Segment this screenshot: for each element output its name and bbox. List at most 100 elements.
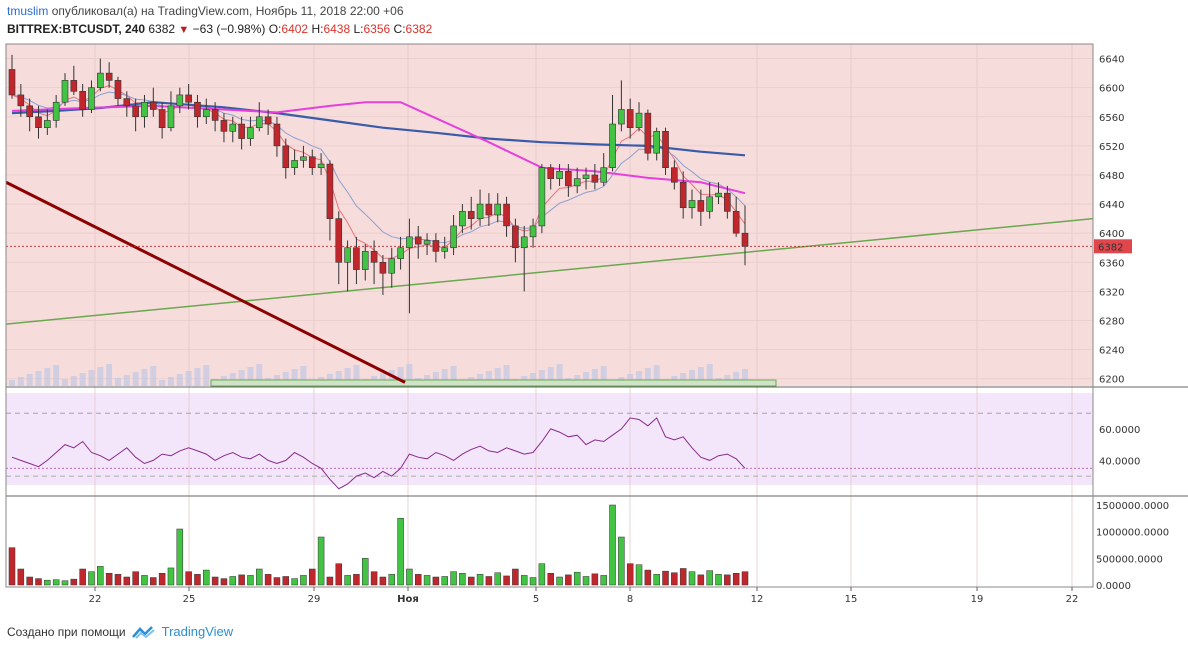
- overlay-volume-bar: [167, 377, 174, 386]
- x-tick-label: Ноя: [397, 594, 419, 605]
- candle-body: [264, 116, 272, 125]
- candle-body: [176, 94, 184, 107]
- candle-body: [671, 167, 678, 183]
- footer: Создано при помощи TradingView: [7, 624, 233, 639]
- close-label: C:: [393, 22, 406, 36]
- volume-bar: [353, 574, 360, 586]
- candle-body: [8, 69, 16, 96]
- volume-bar: [406, 568, 413, 586]
- volume-bar: [706, 570, 713, 586]
- overlay-volume-bar: [733, 372, 740, 386]
- candle-body: [353, 247, 360, 270]
- open-value: 6402: [281, 22, 309, 36]
- volume-bar: [300, 575, 307, 586]
- candle-body: [238, 123, 245, 139]
- volume-bar: [520, 575, 528, 586]
- chart-canvas[interactable]: 6640 6600 6560 6520 6480 6440 6400 6360 6320 6280…: [0, 40, 1188, 620]
- volume-bar: [26, 576, 33, 586]
- candle-body: [379, 261, 387, 274]
- volume-bar: [547, 573, 554, 586]
- overlay-volume-bar: [547, 367, 554, 386]
- publish-line: tmuslim опубликовал(а) на TradingView.co…: [7, 4, 404, 18]
- volume-bar: [573, 571, 581, 586]
- overlay-volume-bar: [203, 365, 210, 386]
- volume-bar: [211, 576, 219, 586]
- candle-body: [618, 109, 625, 125]
- volume-bar: [362, 558, 369, 586]
- candle-body: [609, 123, 616, 169]
- candle-body: [388, 258, 396, 274]
- overlay-volume-bar: [9, 380, 15, 386]
- candle-body: [485, 203, 493, 216]
- candle-body: [44, 120, 51, 128]
- candle-body: [476, 203, 484, 219]
- overlay-volume-bar: [70, 376, 77, 386]
- low-value: 6356: [363, 22, 391, 36]
- username-link[interactable]: tmuslim: [7, 4, 49, 18]
- candle-body: [370, 251, 378, 263]
- overlay-volume-bar: [185, 371, 192, 386]
- candle-body: [565, 171, 572, 187]
- volume-tick-label: 1000000.0000: [1096, 528, 1169, 539]
- tradingview-brand-link[interactable]: TradingView: [161, 624, 234, 639]
- price-tick-label: 6560: [1099, 113, 1124, 124]
- high-value: 6438: [323, 22, 351, 36]
- overlay-volume-bar: [432, 372, 439, 386]
- overlay-volume-bar: [742, 369, 748, 386]
- candle-body: [79, 90, 86, 110]
- volume-bar: [715, 574, 722, 586]
- overlay-volume-bar: [132, 372, 139, 386]
- volume-bar: [414, 574, 422, 586]
- volume-bar: [247, 575, 254, 586]
- high-label: H:: [311, 22, 324, 36]
- candle-body: [17, 94, 25, 107]
- volume-bar: [220, 578, 228, 586]
- candle-body: [35, 116, 42, 128]
- candle-body: [406, 236, 413, 249]
- volume-bar: [256, 568, 263, 586]
- overlay-volume-bar: [406, 364, 413, 386]
- volume-bar: [626, 563, 634, 586]
- last-price: 6382: [148, 22, 176, 36]
- candle-body: [715, 192, 722, 198]
- candle-body: [220, 120, 228, 132]
- volume-bar: [724, 574, 731, 586]
- candle-body: [132, 105, 139, 118]
- trendline-descending: [5, 180, 406, 384]
- overlay-volume-bar: [653, 365, 660, 386]
- candle-body: [70, 80, 78, 92]
- volume-bar: [741, 571, 749, 586]
- trendline-support: [5, 217, 1094, 325]
- overlay-volume-bar: [485, 371, 492, 386]
- symbol-label: BITTREX:BTCUSDT, 240: [7, 22, 146, 36]
- overlay-volume-bar: [159, 380, 166, 386]
- candle-body: [282, 145, 290, 169]
- overlay-volume-bar: [150, 366, 157, 386]
- overlay-volume-bar: [689, 370, 696, 386]
- volume-bar: [732, 573, 740, 586]
- overlay-volume-bar: [282, 372, 289, 386]
- low-label: L:: [353, 22, 364, 36]
- candle-body: [229, 123, 237, 132]
- volume-bar: [688, 571, 696, 586]
- ohlc-line: BITTREX:BTCUSDT, 240 6382 ▼ −63 (−0.98%)…: [7, 22, 432, 36]
- overlay-volume-bar: [114, 378, 121, 386]
- volume-bar: [203, 569, 210, 586]
- volume-tick-label: 0.0000: [1096, 581, 1131, 592]
- volume-bar: [88, 571, 95, 586]
- volume-bar: [485, 576, 493, 586]
- volume-bar: [35, 578, 42, 586]
- rsi-tick-label: 40.0000: [1099, 456, 1140, 467]
- price-tick-label: 6640: [1099, 55, 1124, 66]
- candle-body: [503, 203, 510, 227]
- volume-bar: [229, 576, 237, 586]
- candle-body: [88, 87, 95, 110]
- overlay-volume-bar: [503, 365, 510, 386]
- sma-mid-line: [11, 101, 746, 195]
- volume-bar: [309, 568, 316, 586]
- overlay-volume-bar: [35, 371, 42, 386]
- volume-bar: [679, 568, 687, 586]
- candle-body: [123, 98, 131, 107]
- candle-body: [114, 80, 122, 99]
- x-tick-label: 22: [89, 594, 102, 605]
